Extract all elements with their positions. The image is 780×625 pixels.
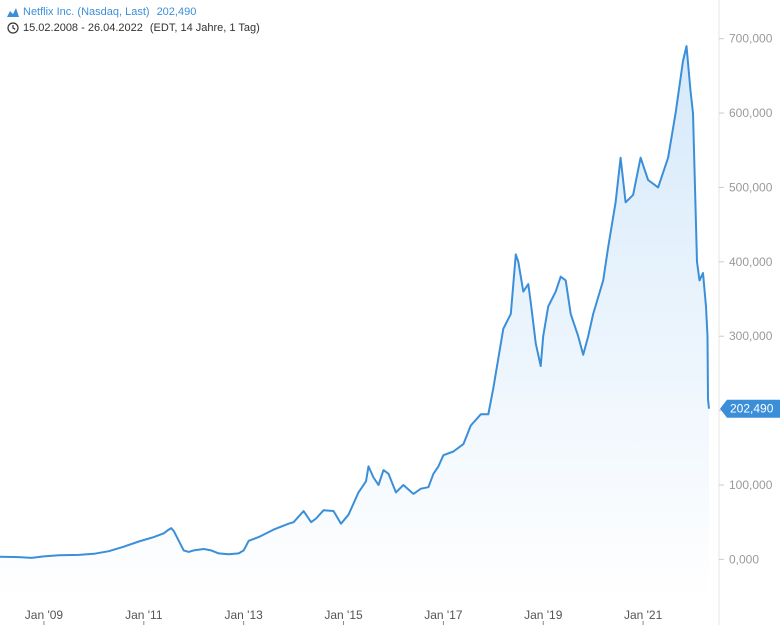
x-tick-label: Jan '13 <box>224 608 263 622</box>
series-area <box>0 46 709 605</box>
x-axis: Jan '09 Jan '11 Jan '13 Jan '15 Jan '17 Jan '… <box>25 608 663 625</box>
y-tick-label: 300,000 <box>729 329 773 343</box>
series-legend: Netflix Inc. (Nasdaq, Last) 202,490 <box>7 6 196 18</box>
x-tick-label: Jan '21 <box>624 608 663 622</box>
x-tick-label: Jan '19 <box>524 608 563 622</box>
x-tick-label: Jan '11 <box>125 608 163 622</box>
series-line <box>0 45 710 559</box>
date-meta: (EDT, 14 Jahre, 1 Tag) <box>149 22 260 34</box>
series-name: Netflix Inc. (Nasdaq, Last) <box>23 6 150 18</box>
last-value-badge-shape <box>720 399 780 418</box>
y-tick-label: 700,000 <box>729 32 773 46</box>
y-tick-label: 600,000 <box>729 106 773 120</box>
y-tick-label: 400,000 <box>729 255 773 269</box>
plot-area <box>0 45 710 605</box>
clock-icon <box>7 22 19 34</box>
y-tick-label: 500,000 <box>729 180 773 194</box>
last-value-badge: 202,490 <box>720 399 780 418</box>
x-tick-label: Jan '15 <box>324 608 363 622</box>
x-tick-label: Jan '17 <box>424 608 463 622</box>
x-tick-label: Jan '09 <box>25 608 64 622</box>
date-range: 15.02.2008 - 26.04.2022 <box>23 22 143 34</box>
series-last-value: 202,490 <box>156 6 197 18</box>
y-axis: 0,000100,000200,000300,000400,000500,000… <box>718 0 773 625</box>
y-tick-label: 100,000 <box>729 478 773 492</box>
mountain-chart-icon <box>7 8 19 17</box>
last-value-label: 202,490 <box>730 402 774 416</box>
time-range-legend: 15.02.2008 - 26.04.2022 (EDT, 14 Jahre, … <box>7 22 260 34</box>
y-tick-label: 0,000 <box>729 552 759 566</box>
